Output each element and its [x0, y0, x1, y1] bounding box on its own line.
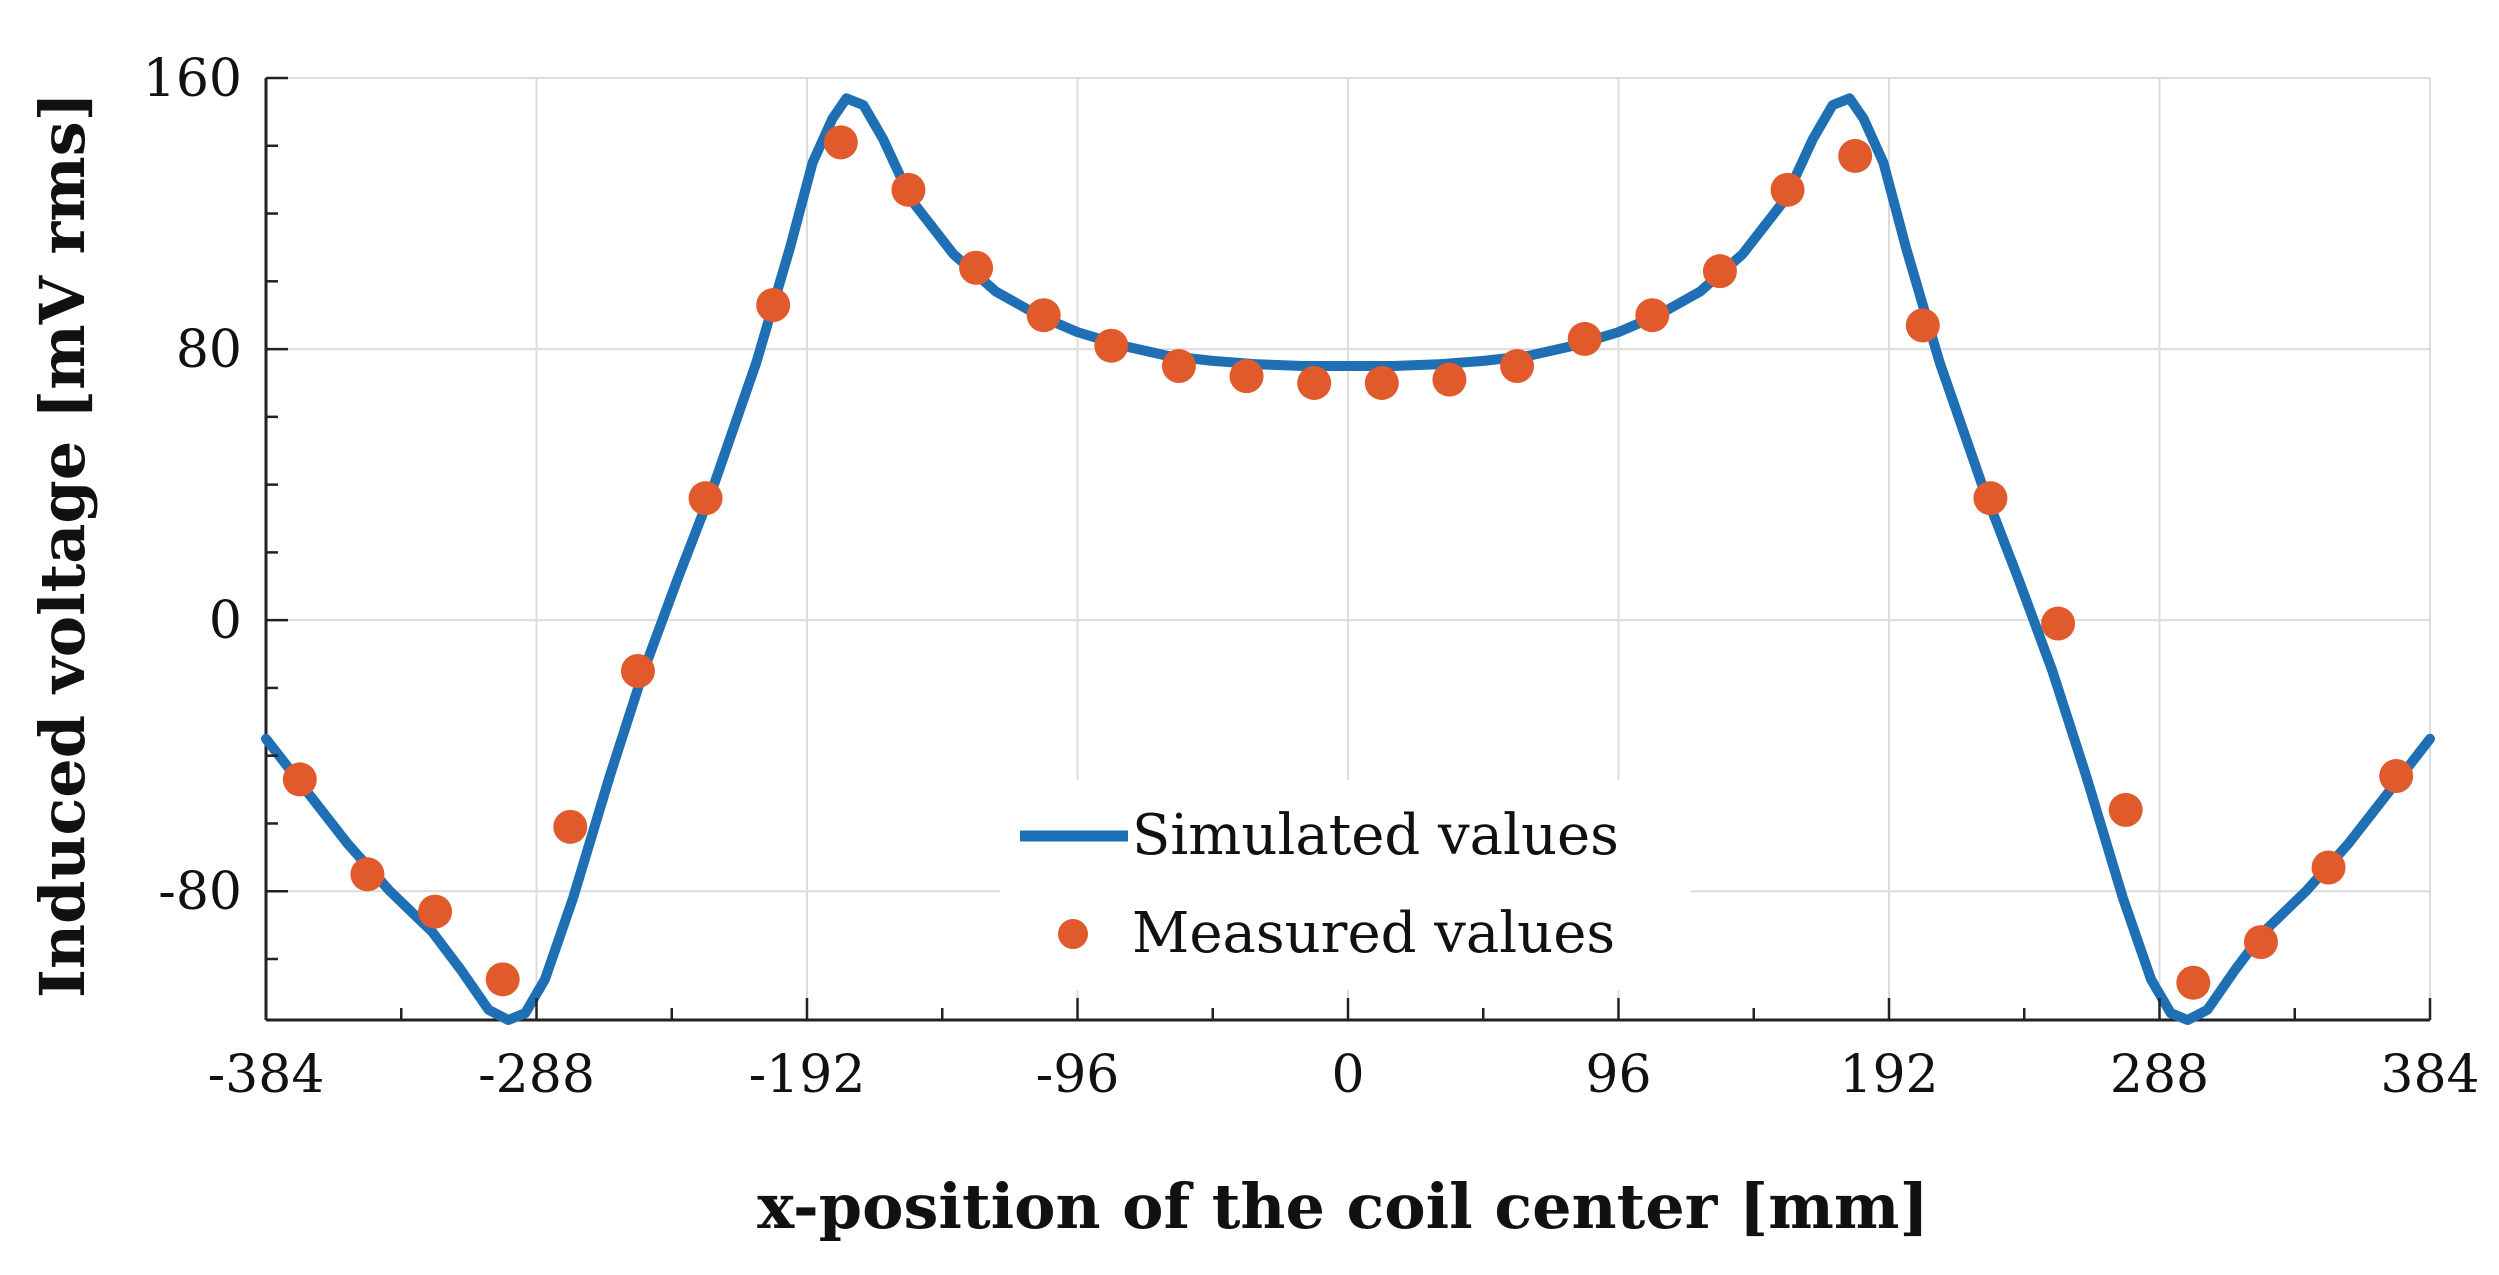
x-tick-label: 192: [1839, 1045, 1938, 1105]
measured-point: [1229, 359, 1264, 394]
x-tick-label: -288: [478, 1045, 595, 1105]
measured-point: [1161, 349, 1196, 384]
x-axis-label: x-position of the coil center [mm]: [757, 1170, 1929, 1243]
measured-point: [2243, 925, 2278, 960]
measured-point: [620, 653, 655, 688]
measured-point: [891, 172, 926, 207]
simulated-series: [261, 93, 2435, 1025]
y-tick-label: 160: [143, 49, 242, 109]
measured-point: [823, 125, 858, 160]
measured-point: [1297, 365, 1332, 400]
measured-point: [2379, 759, 2414, 794]
measured-point: [2108, 792, 2143, 827]
measured-point: [2176, 965, 2211, 1000]
measured-point: [756, 288, 791, 323]
x-tick-label: -192: [749, 1045, 866, 1105]
y-axis-label: Induced voltage [mV rms]: [26, 92, 99, 998]
measured-point: [1094, 328, 1129, 363]
measured-point: [1364, 365, 1399, 400]
x-tick-label: 384: [2380, 1045, 2479, 1105]
x-tick-label: 0: [1331, 1045, 1364, 1105]
measured-point: [1702, 254, 1737, 289]
legend-marker-measured: [1058, 919, 1088, 949]
measured-point: [1567, 321, 1602, 356]
x-tick-label: -96: [1036, 1045, 1120, 1105]
measured-point: [688, 481, 723, 516]
y-tick-label: -80: [158, 862, 242, 922]
y-tick-label: 0: [209, 591, 242, 651]
measured-point: [1770, 172, 1805, 207]
measured-point: [959, 250, 994, 285]
measured-point: [1905, 308, 1940, 343]
legend-label-simulated: Simulated values: [1132, 803, 1619, 868]
measured-point: [2311, 850, 2346, 885]
x-tick-label: 96: [1585, 1045, 1651, 1105]
y-tick-label: 80: [176, 320, 242, 380]
measured-point: [282, 762, 317, 797]
x-tick-label: -384: [208, 1045, 325, 1105]
measured-point: [1432, 362, 1467, 397]
axis-ticks: -384 -288 -192 -96 0 96 192 288 384 -80 0 80 160: [143, 49, 2480, 1105]
x-tick-label: 288: [2110, 1045, 2209, 1105]
measured-point: [1500, 349, 1535, 384]
measured-point: [1838, 138, 1873, 173]
measured-series: [282, 125, 2414, 1000]
measured-point: [1026, 298, 1061, 333]
measured-point: [350, 857, 385, 892]
legend: Simulated values Measured values: [1000, 780, 1690, 990]
measured-point: [1973, 481, 2008, 516]
simulated-line: [261, 93, 2435, 1025]
measured-point: [553, 809, 588, 844]
legend-box: [1000, 780, 1690, 990]
measured-point: [2041, 606, 2076, 641]
measured-point: [418, 894, 453, 929]
measured-point: [485, 962, 520, 997]
legend-label-measured: Measured values: [1132, 901, 1615, 966]
measured-point: [1635, 298, 1670, 333]
